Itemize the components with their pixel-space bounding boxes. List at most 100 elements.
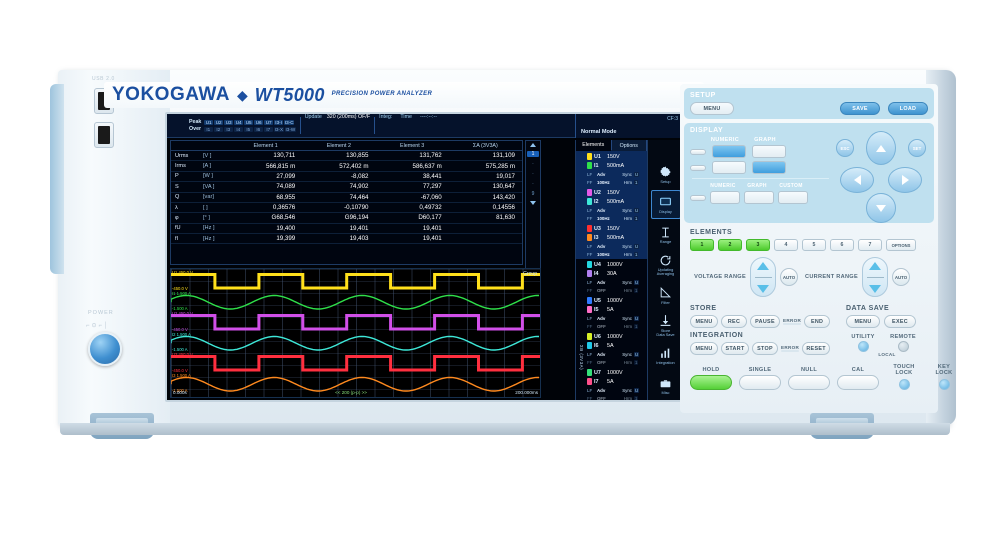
usb-port-2[interactable] (94, 122, 114, 148)
current-auto-button[interactable]: AUTO (892, 268, 910, 286)
element-button-4[interactable]: 4 (774, 239, 798, 251)
current-range-rocker[interactable] (862, 257, 888, 297)
setup-title: SETUP (690, 92, 716, 99)
page-dot-3[interactable]: · (532, 181, 534, 187)
rail-refresh-button[interactable]: Updating Averaging (651, 251, 681, 279)
update-block: Update 320 (200ms) OF/F (301, 114, 374, 137)
table-row[interactable]: Urms [V ] 130,711 130,855 131,762 131,109 (171, 150, 522, 162)
row-unit: [W ] (201, 171, 229, 183)
voltage-auto-button[interactable]: AUTO (780, 268, 798, 286)
setup-load-button[interactable]: LOAD (888, 102, 928, 115)
table-row[interactable]: Q [var] 68,955 74,464 -67,060 143,420 (171, 192, 522, 203)
store-end-button[interactable]: END (804, 315, 831, 328)
remote-button[interactable] (897, 341, 909, 352)
store-menu-button[interactable]: MENU (690, 315, 718, 328)
lcd-screen[interactable]: Peak U1 U2 U3 U4 U5 U6 U7 I3-I I3-C Over I1 I2 I3 I… (165, 112, 685, 402)
integration-reset-button[interactable]: RESET (802, 342, 831, 355)
voltage-range-rocker[interactable] (750, 257, 776, 297)
setup-menu-button[interactable]: MENU (690, 102, 734, 115)
hold-button[interactable] (690, 374, 732, 390)
element-button-3[interactable]: 3 (746, 239, 770, 251)
rail-range-button[interactable]: Range (651, 221, 681, 249)
esc-button[interactable]: ESC (836, 139, 854, 157)
menu-icon-rail[interactable]: Setup Display Range Updating Averaging Filte… (647, 140, 683, 400)
element-group[interactable]: U5 1000V I5 5A LF Adv Sync U FF OFF Hrm 1 ΣB (3V3A) (576, 295, 647, 371)
display-row1-graph-button[interactable]: . (752, 145, 786, 158)
integration-start-button[interactable]: START (721, 342, 749, 355)
nav-down-button[interactable] (866, 193, 896, 223)
table-row[interactable]: λ[ ] 0,36576 -0,10790 0,49732 0,14556 (171, 202, 522, 214)
touch-lock-button[interactable] (898, 378, 910, 390)
element-button-5[interactable]: 5 (802, 239, 826, 251)
store-rec-button[interactable]: REC (721, 315, 747, 328)
display-row3-numeric-button[interactable]: . (710, 191, 740, 204)
tab-elements[interactable]: Elements (576, 140, 612, 151)
setup-save-button[interactable]: SAVE (840, 102, 880, 115)
table-row[interactable]: fU [Hz ] 19,400 19,401 19,401 (171, 223, 522, 235)
page-dot-2[interactable]: · (532, 171, 534, 177)
display-row3-custom-button[interactable]: . (778, 191, 808, 204)
element-group[interactable]: U2 150V I2 500mA LF Adv Sync U FF 100Hz Hrm 1 (576, 187, 647, 223)
set-button[interactable]: SET (908, 139, 926, 157)
rail-misc-button[interactable]: Misc (651, 372, 681, 400)
scroll-up-icon[interactable] (530, 143, 536, 147)
utility-button[interactable] (857, 341, 869, 352)
element-button-7[interactable]: 7 (858, 239, 882, 251)
single-button[interactable] (739, 374, 781, 390)
display-row1-numeric-button[interactable]: . (712, 145, 746, 158)
element-group[interactable]: U4 1000V I4 30A LF Adv Sync U FF OFF Hrm 1 (587, 261, 640, 293)
nav-left-button[interactable] (840, 167, 874, 193)
table-row[interactable]: fI [Hz ] 19,399 19,403 19,401 (171, 233, 522, 245)
store-title: STORE (690, 305, 717, 312)
element-button-2[interactable]: 2 (718, 239, 742, 251)
key-lock-button[interactable] (938, 378, 950, 390)
cal-button[interactable] (837, 374, 879, 390)
element-group[interactable]: U6 1000V I6 5A LF Adv Sync U FF OFF Hrm 1 (587, 333, 640, 365)
element-group[interactable]: U1150VI1500mALFAdvSyncUFF100HzHrm1ΣA (3V… (576, 151, 647, 226)
integration-menu-button[interactable]: MENU (690, 342, 718, 355)
elements-panel[interactable]: Elements Options U1 150V I1 500mA LF Adv Sync U… (575, 140, 647, 400)
rail-filter-button[interactable]: Filter (651, 281, 681, 309)
element-button-row[interactable]: 1 2 3 4 5 6 7 OPTIONS (690, 239, 928, 251)
tab-options[interactable]: Options (611, 140, 647, 151)
element-options-button[interactable]: OPTIONS (886, 239, 916, 251)
display-col-numeric-label: NUMERIC (710, 137, 740, 143)
nav-up-button[interactable] (866, 131, 896, 165)
element-button-6[interactable]: 6 (830, 239, 854, 251)
element-group[interactable]: U7 1000V I7 5A LF Adv Sync U FF OFF Hrm 1 (587, 369, 640, 400)
rail-gear-button[interactable]: Setup (651, 160, 681, 188)
store-pause-button[interactable]: PAUSE (750, 315, 780, 328)
current-name: I7 (594, 378, 599, 385)
rail-chart-button[interactable]: Integration (651, 342, 681, 370)
display-row2-graph-button[interactable]: . (752, 161, 786, 174)
power-button[interactable] (88, 332, 122, 366)
table-row[interactable]: φ [° ] G68,546 G96,194 D60,177 81,630 (171, 212, 522, 224)
integration-stop-button[interactable]: STOP (752, 342, 778, 355)
null-button[interactable] (788, 374, 830, 390)
rail-display-button[interactable]: Display (650, 190, 681, 219)
waveform-display[interactable]: U1 450.0 V -450.0 V I1 1.500 A -1.500 A U2… (170, 268, 541, 398)
current-name: I6 (594, 342, 599, 349)
nav-right-button[interactable] (888, 167, 922, 193)
page-dot-1[interactable]: · (532, 161, 534, 167)
display-row2-numeric-button[interactable]: . (712, 161, 746, 174)
page-9[interactable]: 9 (531, 191, 535, 197)
rail-store-button[interactable]: Store Data Save (651, 311, 681, 339)
table-row[interactable]: Irms [A ] 566,815 m 572,402 m 586,637 m 575,2… (171, 160, 522, 172)
navigation-pad[interactable]: ESC SET (836, 127, 928, 223)
table-row[interactable]: P [W ] 27,099 -8,082 38,441 19,017 (171, 171, 522, 183)
display-row3-graph-button[interactable]: . (744, 191, 774, 204)
page-1[interactable]: 1 (527, 151, 539, 157)
cal-label: CAL (851, 366, 865, 373)
peak-chips: U1 U2 U3 U4 U5 U6 U7 I3-I I3-C (204, 119, 295, 125)
element-button-1[interactable]: 1 (690, 239, 714, 251)
voltage-name: U6 (594, 333, 601, 340)
store-datasave-section: STORE MENU REC PAUSE ERROR END INTEGRATI… (684, 303, 934, 359)
elements-panel-tabs[interactable]: Elements Options (576, 140, 647, 151)
element-group[interactable]: U3 150V I3 500mA LF Adv Sync U FF 100Hz Hrm 1 (576, 223, 647, 259)
table-row[interactable]: S [VA ] 74,089 74,902 77,297 130,647 (171, 181, 522, 193)
time-end: 200.000ms (515, 390, 538, 395)
data-save-exec-button[interactable]: EXEC (884, 315, 916, 328)
scroll-down-icon[interactable] (530, 201, 536, 205)
data-save-menu-button[interactable]: MENU (846, 315, 880, 328)
